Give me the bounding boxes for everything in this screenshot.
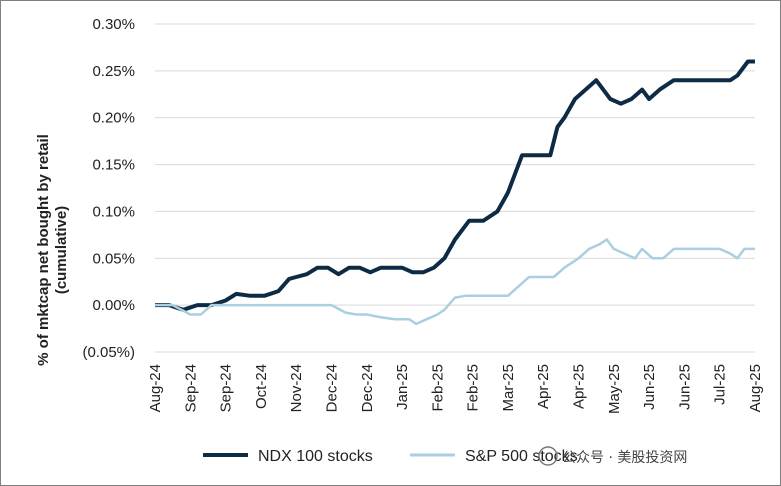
x-tick-label: Sep-24 (182, 364, 199, 412)
series-line-ndx (155, 59, 755, 312)
grid-lines (155, 23, 755, 353)
y-tick-label: 0.05% (92, 250, 135, 267)
x-tick-label: Jun-25 (641, 364, 658, 410)
watermark: 公众号 · 美股投资网 (538, 446, 687, 466)
x-tick-label: Aug-24 (147, 364, 164, 412)
x-tick-label: Jul-25 (712, 364, 729, 405)
y-tick-label: 0.20% (92, 110, 135, 127)
x-tick-label: Aug-25 (747, 364, 764, 412)
y-tick-label: 0.30% (92, 16, 135, 33)
watermark-text: 公众号 · 美股投资网 (562, 450, 687, 466)
x-tick-label: Mar-25 (500, 364, 517, 412)
wechat-icon (538, 446, 558, 466)
legend-label-sp500: S&P 500 stocks (465, 448, 578, 465)
x-tick-label: Nov-24 (288, 364, 305, 412)
x-tick-label: Jun-25 (676, 364, 693, 410)
x-tick-label: Feb-25 (429, 364, 446, 412)
y-tick-label: (0.05%) (82, 344, 135, 361)
y-axis-label-line-1: % of mktcap net bought by retail (35, 134, 52, 366)
y-axis-ticks: 0.30% 0.25% 0.20% 0.15% 0.10% 0.05% 0.00% (0.05… (82, 16, 135, 361)
x-tick-label: Dec-24 (359, 364, 376, 412)
x-tick-label: Apr-25 (535, 364, 552, 409)
series-lines (155, 59, 755, 326)
x-tick-label: Feb-25 (465, 364, 482, 412)
legend-label-ndx: NDX 100 stocks (258, 448, 373, 465)
x-tick-label: May-25 (606, 364, 623, 414)
legend: NDX 100 stocks S&P 500 stocks (203, 448, 578, 465)
x-tick-label: Jan-25 (394, 364, 411, 410)
y-tick-label: 0.10% (92, 203, 135, 220)
y-tick-label: 0.00% (92, 297, 135, 314)
y-tick-label: 0.25% (92, 63, 135, 80)
x-tick-label: Oct-24 (253, 364, 270, 409)
series-line-sp500 (155, 238, 755, 326)
x-tick-label: Apr-25 (571, 364, 588, 409)
x-tick-label: Sep-24 (218, 364, 235, 412)
y-axis-label-line-2: (cumulative) (53, 206, 70, 294)
y-tick-label: 0.15% (92, 157, 135, 174)
x-axis-ticks: Aug-24 Sep-24 Sep-24 Oct-24 Nov-24 Dec-24 Dec-… (147, 364, 764, 414)
x-tick-label: Dec-24 (323, 364, 340, 412)
